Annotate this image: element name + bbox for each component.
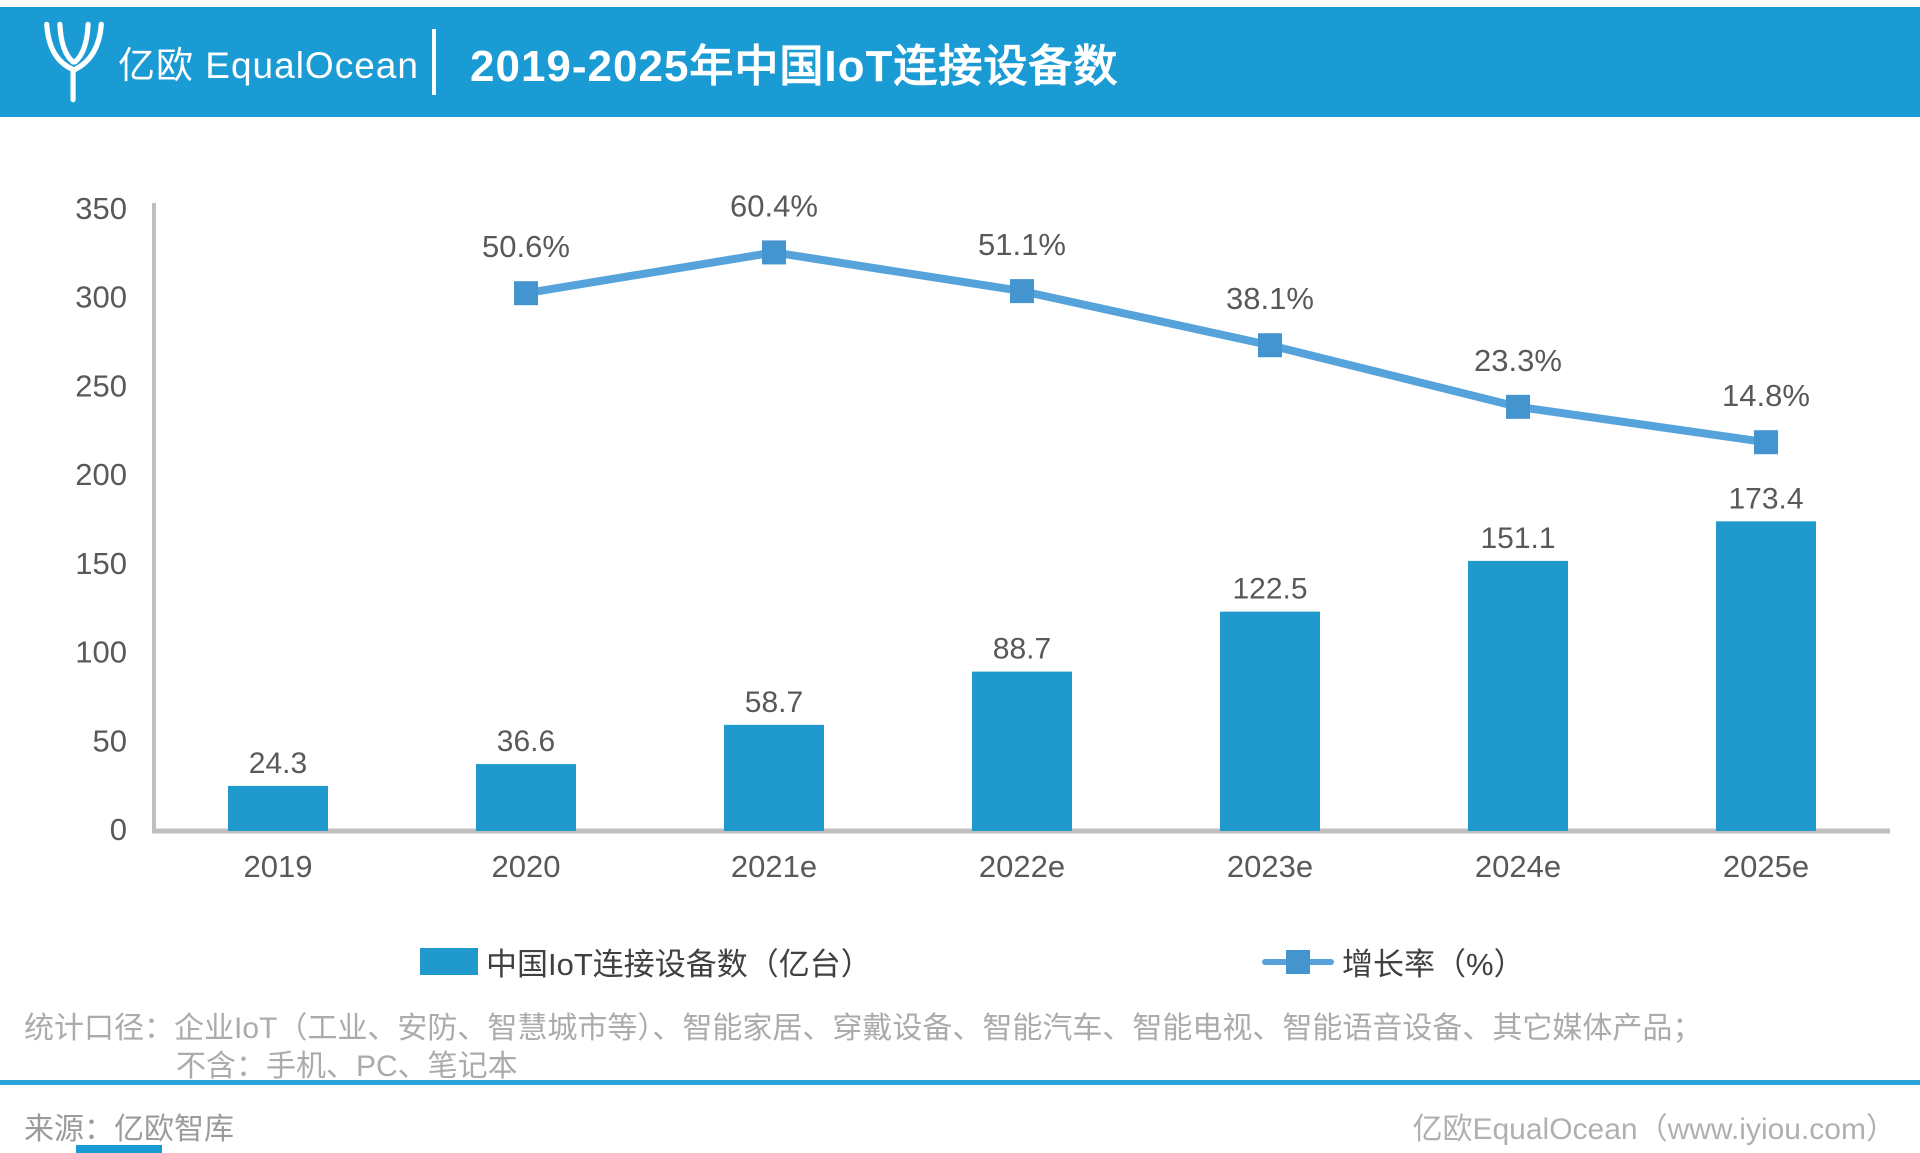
y-tick-label: 50 <box>93 723 127 758</box>
x-axis-label: 2022e <box>979 849 1065 884</box>
publisher-text: 亿欧EqualOcean（www.iyiou.com） <box>1412 1113 1896 1146</box>
line-series-swatch <box>1262 948 1334 975</box>
header-divider <box>432 29 436 95</box>
page-title: 2019-2025年中国IoT连接设备数 <box>470 42 1119 91</box>
line-marker <box>514 281 538 306</box>
bar <box>1468 560 1568 831</box>
x-axis-label: 2019 <box>244 849 313 884</box>
bar <box>1716 521 1816 831</box>
growth-value-label: 51.1% <box>978 227 1066 262</box>
source-row: 来源：亿欧智库 亿欧EqualOcean（www.iyiou.com） <box>0 1104 1920 1146</box>
source-text: 来源：亿欧智库 <box>24 1113 234 1146</box>
bar-series-swatch <box>420 947 478 975</box>
bar-value-label: 88.7 <box>993 633 1051 666</box>
growth-value-label: 23.3% <box>1474 343 1562 378</box>
legend-label-devices: 中国IoT连接设备数（亿台） <box>486 946 872 982</box>
bar-value-label: 173.4 <box>1728 482 1803 515</box>
growth-line <box>525 248 1767 447</box>
y-tick-label: 150 <box>75 546 127 581</box>
y-tick-label: 250 <box>75 368 127 403</box>
bar <box>228 785 328 831</box>
y-tick-label: 200 <box>75 457 127 492</box>
x-axis-label: 2025e <box>1723 849 1809 884</box>
line-marker <box>1754 430 1778 455</box>
legend-item-devices: 中国IoT连接设备数（亿台） <box>420 936 872 986</box>
bar <box>476 764 576 831</box>
y-tick-label: 300 <box>75 280 127 315</box>
x-axis-label: 2024e <box>1475 849 1561 884</box>
header-banner: 亿欧 EqualOcean 2019-2025年中国IoT连接设备数 <box>0 7 1920 117</box>
line-marker <box>1506 394 1530 419</box>
equalocean-logo-icon <box>44 21 104 103</box>
growth-value-label: 50.6% <box>482 229 570 264</box>
line-marker <box>762 240 786 265</box>
x-axis-label: 2021e <box>731 849 817 884</box>
y-tick-label: 100 <box>75 635 127 670</box>
note-line-1: 统计口径：企业IoT（工业、安防、智慧城市等）、智能家居、穿戴设备、智能汽车、智… <box>24 1012 1703 1045</box>
bar-value-label: 58.7 <box>745 686 803 719</box>
line-marker <box>1010 279 1034 304</box>
bar-value-label: 36.6 <box>497 725 555 758</box>
y-tick-label: 350 <box>75 191 127 226</box>
logo-text: 亿欧 EqualOcean <box>118 45 419 86</box>
bar <box>1220 611 1320 831</box>
cropped-next-section-stub <box>76 1145 162 1153</box>
bar-value-label: 151.1 <box>1480 522 1555 555</box>
chart-legend: 中国IoT连接设备数（亿台） 增长率（%） <box>0 936 1920 986</box>
growth-value-label: 14.8% <box>1722 378 1810 413</box>
note-line-2: 不含：手机、PC、笔记本 <box>176 1050 518 1083</box>
growth-value-label: 38.1% <box>1226 281 1314 316</box>
legend-label-growth: 增长率（%） <box>1342 946 1525 982</box>
x-axis-label: 2023e <box>1227 849 1313 884</box>
statistics-scope-note: 统计口径：企业IoT（工业、安防、智慧城市等）、智能家居、穿戴设备、智能汽车、智… <box>24 1010 1904 1086</box>
line-marker <box>1258 333 1282 358</box>
bar-value-label: 122.5 <box>1232 573 1307 606</box>
footer-divider-line <box>0 1080 1920 1085</box>
legend-item-growth: 增长率（%） <box>1262 936 1525 986</box>
bar <box>972 671 1072 831</box>
y-tick-label: 0 <box>110 812 127 847</box>
bar <box>724 724 824 831</box>
bar-value-label: 24.3 <box>249 747 307 780</box>
x-axis-label: 2020 <box>492 849 561 884</box>
growth-value-label: 60.4% <box>730 188 818 223</box>
